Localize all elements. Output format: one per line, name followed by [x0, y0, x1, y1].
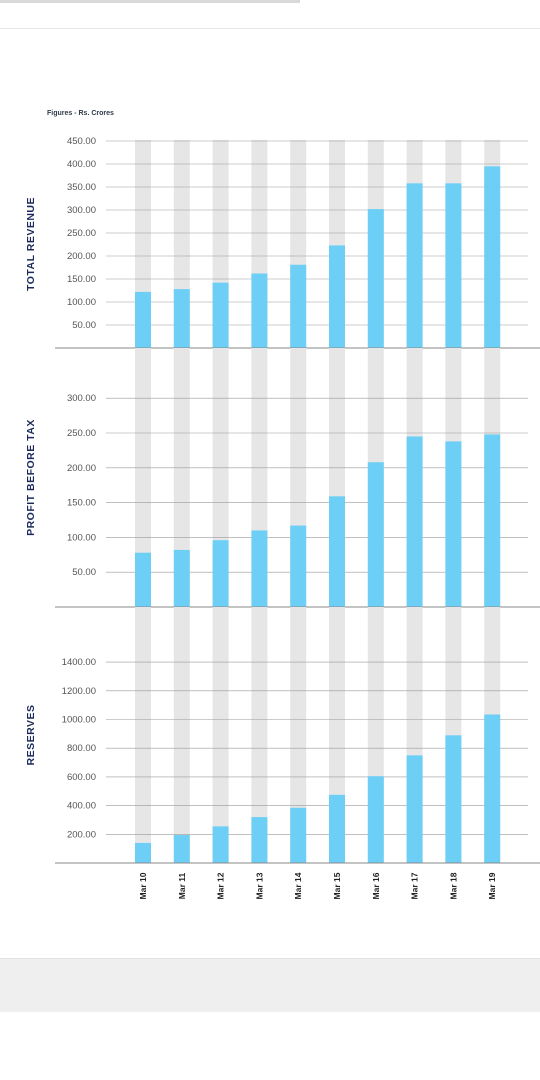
tick-label-reserves-3: 1000.00 — [62, 715, 96, 726]
category-label-6: Mar 15 — [332, 872, 342, 899]
bar-revenue-8 — [406, 183, 423, 348]
bar-pbt-5 — [290, 525, 307, 607]
axis-label-reserves: RESERVES — [25, 705, 37, 766]
top-bar — [0, 0, 540, 29]
category-label-5: Mar 14 — [293, 872, 303, 899]
tick-label-revenue-9: 50.00 — [72, 320, 96, 331]
tick-label-pbt-5: 100.00 — [67, 532, 96, 543]
bar-pbt-4 — [251, 530, 268, 607]
track-reserves-4 — [251, 607, 268, 863]
bar-revenue-10 — [484, 166, 501, 348]
category-label-10: Mar 19 — [487, 872, 497, 899]
bar-pbt-8 — [406, 436, 423, 607]
bar-reserves-3 — [212, 826, 229, 863]
track-pbt-2 — [173, 348, 190, 607]
bar-revenue-4 — [251, 273, 268, 348]
tick-label-reserves-5: 600.00 — [67, 772, 96, 783]
bar-revenue-5 — [290, 264, 307, 348]
category-label-3: Mar 12 — [216, 872, 226, 899]
tick-label-pbt-2: 250.00 — [67, 428, 96, 439]
figures-caption: Figures - Rs. Crores — [47, 110, 114, 117]
bar-reserves-5 — [290, 807, 307, 863]
bar-revenue-9 — [445, 183, 462, 348]
bar-revenue-6 — [329, 245, 345, 348]
bottom-area — [0, 1012, 540, 1080]
category-label-7: Mar 16 — [371, 872, 381, 899]
track-reserves-2 — [173, 607, 190, 863]
bar-reserves-8 — [406, 755, 423, 863]
tick-label-revenue-3: 350.00 — [67, 182, 96, 193]
tick-label-revenue-4: 300.00 — [67, 205, 96, 216]
axis-label-revenue: TOTAL REVENUE — [25, 197, 37, 291]
tick-label-revenue-8: 100.00 — [67, 297, 96, 308]
bar-reserves-10 — [484, 714, 501, 863]
category-label-8: Mar 17 — [410, 872, 420, 899]
bar-revenue-7 — [367, 209, 384, 348]
tick-label-reserves-4: 800.00 — [67, 743, 96, 754]
bar-pbt-9 — [445, 441, 462, 607]
track-reserves-3 — [212, 607, 229, 863]
bar-revenue-1 — [135, 291, 151, 348]
bar-revenue-2 — [173, 289, 190, 348]
bar-reserves-7 — [367, 776, 384, 863]
tick-label-reserves-6: 400.00 — [67, 801, 96, 812]
bar-reserves-1 — [135, 842, 151, 863]
bar-reserves-4 — [251, 817, 268, 863]
bar-reserves-2 — [173, 835, 190, 863]
bar-pbt-10 — [484, 434, 501, 607]
tick-label-revenue-2: 400.00 — [67, 159, 96, 170]
bar-reserves-9 — [445, 735, 462, 863]
tick-label-reserves-1: 1400.00 — [62, 657, 96, 668]
tick-label-revenue-5: 250.00 — [67, 228, 96, 239]
bar-reserves-6 — [329, 794, 345, 863]
category-label-1: Mar 10 — [138, 872, 148, 899]
track-reserves-1 — [135, 607, 151, 863]
tick-label-reserves-2: 1200.00 — [62, 686, 96, 697]
bar-revenue-3 — [212, 282, 229, 348]
tick-label-pbt-6: 50.00 — [72, 567, 96, 578]
track-pbt-1 — [135, 348, 151, 607]
bar-pbt-7 — [367, 462, 384, 607]
track-reserves-5 — [290, 607, 307, 863]
tick-label-revenue-6: 200.00 — [67, 251, 96, 262]
bar-pbt-2 — [173, 549, 190, 607]
axis-label-pbt: PROFIT BEFORE TAX — [25, 419, 37, 536]
category-label-2: Mar 11 — [177, 872, 187, 899]
tick-label-pbt-1: 300.00 — [67, 393, 96, 404]
category-label-4: Mar 13 — [254, 872, 264, 899]
top-bar-line — [0, 0, 300, 3]
tick-label-reserves-7: 200.00 — [67, 829, 96, 840]
category-label-9: Mar 18 — [448, 872, 458, 899]
tick-label-pbt-4: 150.00 — [67, 498, 96, 509]
bar-pbt-6 — [329, 496, 345, 607]
tick-label-revenue-1: 450.00 — [67, 136, 96, 147]
bottom-bar — [0, 958, 540, 1013]
bar-pbt-3 — [212, 540, 229, 607]
tick-label-revenue-7: 150.00 — [67, 274, 96, 285]
tick-label-pbt-3: 200.00 — [67, 463, 96, 474]
bar-pbt-1 — [135, 552, 151, 607]
